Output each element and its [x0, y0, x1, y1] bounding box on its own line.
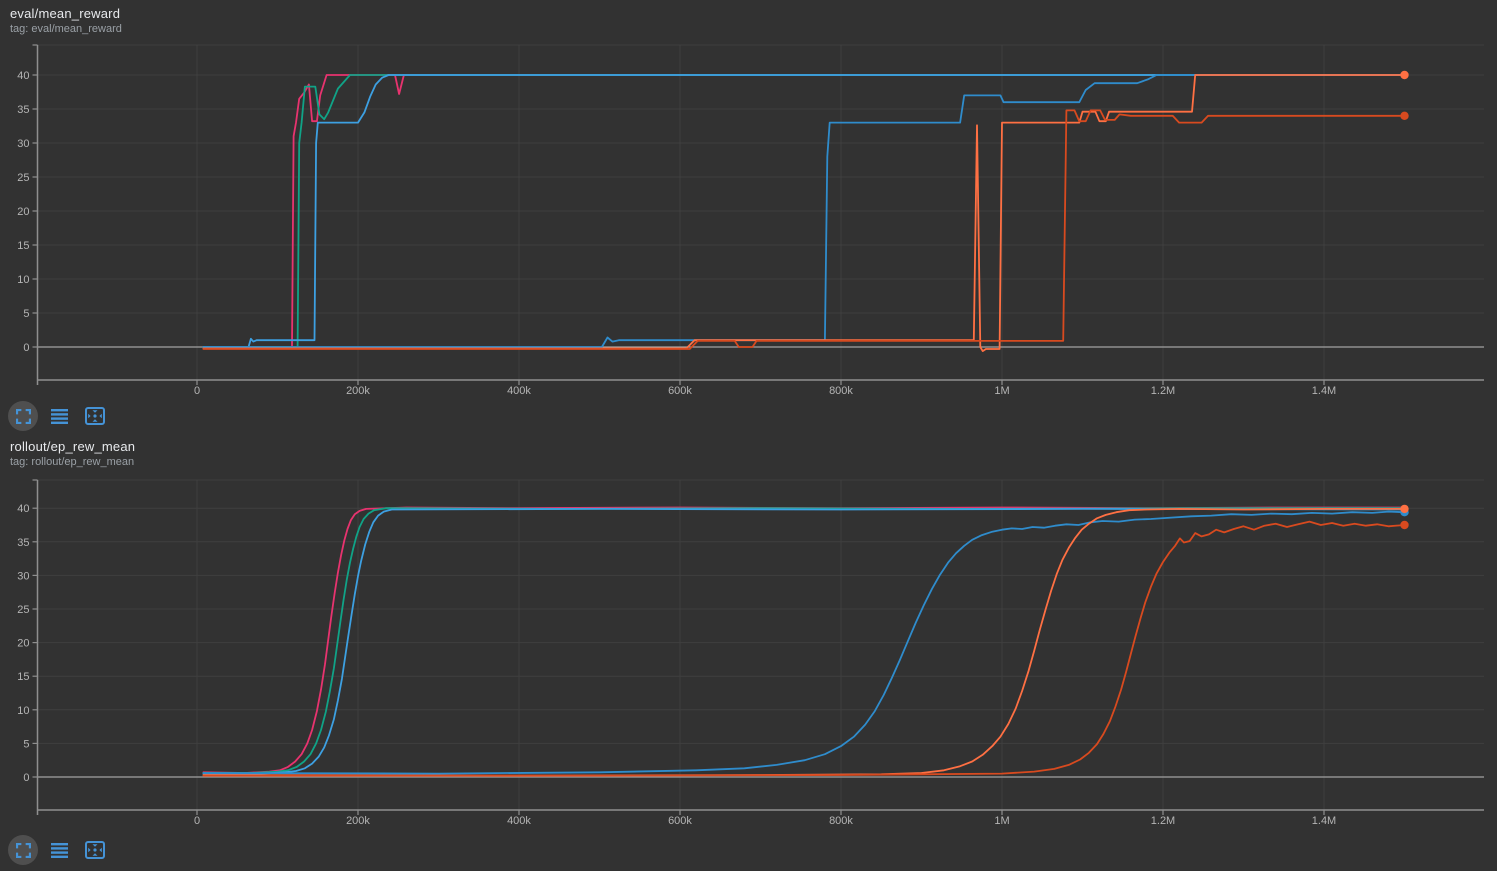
svg-text:600k: 600k: [668, 815, 692, 827]
series-end-dot-run-orange: [1400, 504, 1409, 514]
series-end-dot-run-red-orange: [1400, 111, 1409, 121]
fit-domain-button[interactable]: [80, 401, 110, 431]
svg-text:200k: 200k: [346, 815, 370, 827]
fit-data-button[interactable]: [8, 401, 38, 431]
data-table-button[interactable]: [44, 401, 74, 431]
data-table-button[interactable]: [44, 835, 74, 865]
svg-text:400k: 400k: [507, 385, 531, 397]
svg-text:25: 25: [17, 604, 29, 616]
svg-text:0: 0: [23, 342, 29, 354]
svg-text:0: 0: [194, 385, 200, 397]
chart-card-header: rollout/ep_rew_mean tag: rollout/ep_rew_…: [10, 439, 135, 468]
series-run-blue-late: [202, 510, 1406, 775]
svg-text:10: 10: [17, 274, 29, 286]
svg-text:30: 30: [17, 138, 29, 150]
chart-title: eval/mean_reward: [10, 6, 121, 21]
svg-text:0: 0: [194, 815, 200, 827]
svg-text:1M: 1M: [994, 385, 1009, 397]
svg-text:400k: 400k: [507, 815, 531, 827]
svg-text:30: 30: [17, 570, 29, 582]
data-table-icon: [50, 408, 68, 424]
svg-text:40: 40: [17, 503, 29, 515]
svg-text:1.2M: 1.2M: [1151, 815, 1175, 827]
line-chart-eval-mean-reward[interactable]: 0 5 10 15 20 25 30 35 40 0 200k 400k 600k 800k 1M 1.2M 1…: [0, 0, 1497, 400]
svg-text:1.4M: 1.4M: [1312, 815, 1336, 827]
series-run-teal: [202, 507, 1406, 774]
series-end-dot-run-orange: [1400, 70, 1409, 80]
series-run-teal: [202, 74, 1406, 348]
svg-text:0: 0: [23, 772, 29, 784]
svg-text:20: 20: [17, 638, 29, 650]
svg-text:600k: 600k: [668, 385, 692, 397]
chart-tag: tag: rollout/ep_rew_mean: [10, 456, 135, 468]
series-end-dot-run-red-orange: [1400, 520, 1409, 530]
svg-text:40: 40: [17, 70, 29, 82]
svg-text:800k: 800k: [829, 815, 853, 827]
svg-text:1M: 1M: [994, 815, 1009, 827]
series-run-blue-early: [202, 74, 1406, 348]
svg-text:25: 25: [17, 172, 29, 184]
fit-domain-icon: [85, 841, 105, 859]
chart-toolbar: [8, 400, 110, 432]
svg-text:35: 35: [17, 537, 29, 549]
svg-text:200k: 200k: [346, 385, 370, 397]
svg-text:15: 15: [17, 671, 29, 683]
chart-card-header: eval/mean_reward tag: eval/mean_reward: [10, 6, 122, 35]
svg-text:5: 5: [23, 738, 29, 750]
chart-toolbar: [8, 834, 110, 866]
fit-domain-button[interactable]: [80, 835, 110, 865]
svg-text:20: 20: [17, 206, 29, 218]
series-run-blue-early: [202, 508, 1406, 775]
svg-text:1.4M: 1.4M: [1312, 385, 1336, 397]
data-table-icon: [50, 842, 68, 858]
chart-title: rollout/ep_rew_mean: [10, 439, 136, 454]
series-run-blue-late: [202, 74, 1406, 348]
svg-text:15: 15: [17, 240, 29, 252]
series-run-red-orange: [202, 109, 1406, 350]
series-run-pink: [202, 74, 1406, 348]
fit-data-icon: [15, 842, 31, 858]
series-run-orange: [202, 508, 1406, 777]
fit-data-icon: [15, 408, 31, 424]
series-run-pink: [202, 506, 1406, 774]
svg-text:1.2M: 1.2M: [1151, 385, 1175, 397]
chart-tag: tag: eval/mean_reward: [10, 23, 122, 35]
svg-text:800k: 800k: [829, 385, 853, 397]
svg-text:10: 10: [17, 705, 29, 717]
fit-domain-icon: [85, 407, 105, 425]
fit-data-button[interactable]: [8, 835, 38, 865]
svg-text:5: 5: [23, 308, 29, 320]
line-chart-rollout-ep-rew-mean[interactable]: 0 5 10 15 20 25 30 35 40 0 200k 400k 600k 800k 1M 1.2M 1…: [0, 430, 1497, 871]
series-run-red-orange: [202, 520, 1406, 777]
svg-text:35: 35: [17, 104, 29, 116]
